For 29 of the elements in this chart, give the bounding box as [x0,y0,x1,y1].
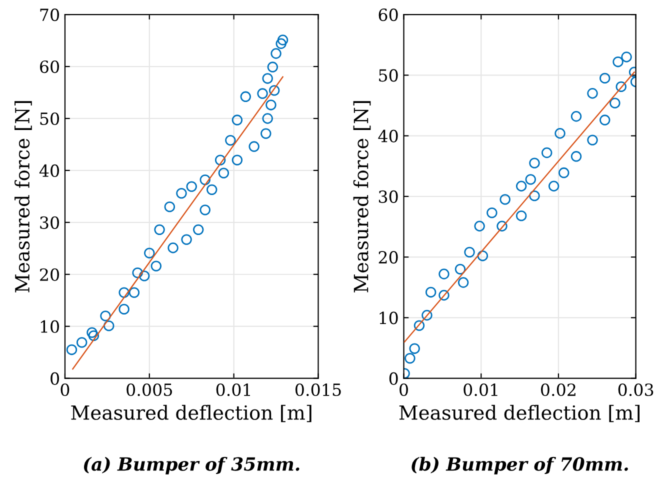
y-axis-title: Measured force [N] [14,101,32,292]
x-tick-label: 0.01 [216,383,250,396]
y-tick-label: 40 [39,164,60,178]
y-tick-label: 50 [379,69,398,82]
y-tick-label: 60 [378,8,398,22]
x-axis-title: Measured deflection [m] [71,404,312,422]
y-axis-title: Measured force [N] [353,101,371,292]
y-tick-label: 20 [378,251,398,264]
y-tick-label: 70 [40,8,60,22]
x-tick-label: 0.01 [464,383,498,396]
x-tick-label: 0 [60,383,70,396]
text: (a) Bumper of 35mm. [84,456,300,474]
x-tick-label: 0.03 [618,383,654,396]
y-tick-label: 50 [40,112,60,126]
y-tick-label: 0 [50,372,60,385]
x-tick-label: 0.02 [541,383,576,396]
y-tick-label: 60 [40,60,60,74]
y-tick-label: 20 [40,268,60,281]
x-tick-label: 0.015 [295,383,341,396]
y-tick-label: 30 [40,216,60,229]
text: (b) Bumper of 70mm. [412,456,628,474]
y-tick-label: 30 [378,190,398,203]
y-tick-label: 0 [389,372,398,385]
y-tick-label: 10 [40,320,60,333]
x-tick-label: 0.005 [126,383,172,396]
x-axis-title: Measured deflection [m] [399,404,640,422]
x-tick-label: 0 [400,383,408,396]
y-tick-label: 40 [378,130,398,142]
y-tick-label: 10 [380,312,398,324]
